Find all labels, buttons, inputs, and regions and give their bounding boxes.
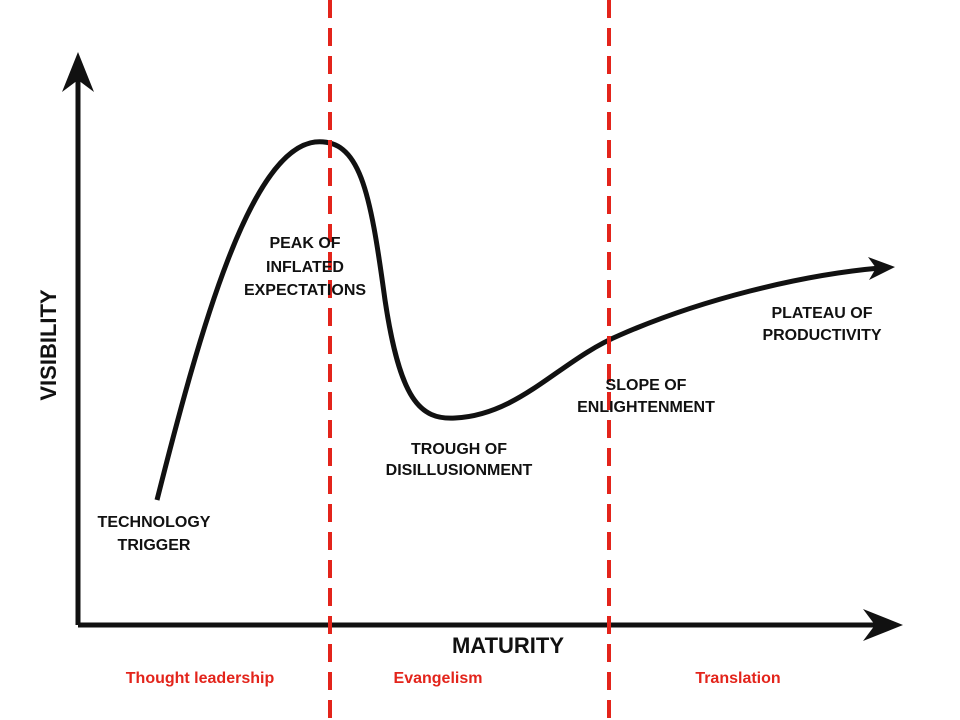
phase-label: TRIGGER — [118, 537, 191, 554]
y-axis-label: VISIBILITY — [36, 289, 61, 401]
phase-label: PRODUCTIVITY — [762, 327, 881, 344]
section-label: Thought leadership — [126, 670, 275, 687]
hype-curve — [154, 139, 881, 501]
x-axis-arrow — [863, 609, 903, 641]
x-axis-label: MATURITY — [452, 633, 564, 658]
phase-label: SLOPE OF — [606, 377, 687, 394]
phase-label: DISILLUSIONMENT — [386, 462, 533, 479]
phase-label: PEAK OF — [269, 235, 340, 252]
phase-label: EXPECTATIONS — [244, 282, 366, 299]
phase-label: TROUGH OF — [411, 441, 507, 458]
phase-label: ENLIGHTENMENT — [577, 399, 715, 416]
phase-label: PLATEAU OF — [771, 305, 872, 322]
y-axis-arrow — [62, 52, 94, 92]
section-label: Evangelism — [394, 670, 483, 687]
phase-label: TECHNOLOGY — [98, 514, 211, 531]
phase-label: INFLATED — [266, 259, 344, 276]
section-label: Translation — [695, 670, 780, 687]
curve-arrow — [868, 257, 895, 280]
